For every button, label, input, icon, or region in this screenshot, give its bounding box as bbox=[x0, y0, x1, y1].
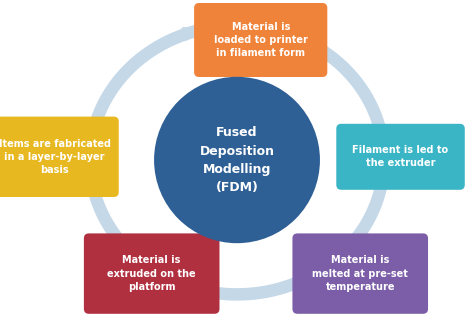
Ellipse shape bbox=[154, 77, 320, 243]
Text: Filament is led to
the extruder: Filament is led to the extruder bbox=[353, 145, 448, 168]
Text: Material is
loaded to printer
in filament form: Material is loaded to printer in filamen… bbox=[214, 22, 308, 58]
Text: Fused
Deposition
Modelling
(FDM): Fused Deposition Modelling (FDM) bbox=[200, 126, 274, 194]
FancyBboxPatch shape bbox=[0, 116, 119, 197]
FancyBboxPatch shape bbox=[292, 233, 428, 314]
FancyBboxPatch shape bbox=[194, 3, 328, 77]
FancyBboxPatch shape bbox=[84, 233, 219, 314]
FancyBboxPatch shape bbox=[336, 124, 465, 190]
Text: Items are fabricated
in a layer-by-layer
basis: Items are fabricated in a layer-by-layer… bbox=[0, 139, 110, 175]
Text: Material is
melted at pre-set
temperature: Material is melted at pre-set temperatur… bbox=[312, 255, 408, 292]
Text: Material is
extruded on the
platform: Material is extruded on the platform bbox=[108, 255, 196, 292]
